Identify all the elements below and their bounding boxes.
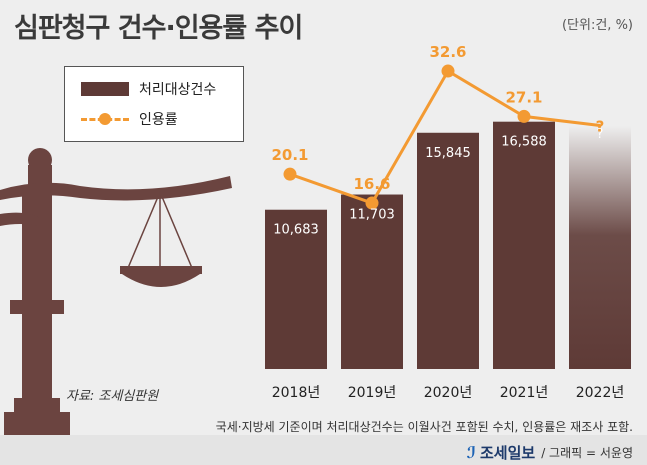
line-point [441, 64, 455, 78]
bar-2019년 [341, 194, 403, 369]
legend-item-bar: 처리대상건수 [81, 79, 216, 99]
bar-value-label: 11,703 [349, 208, 395, 223]
category-label: 2019년 [348, 385, 397, 401]
brand-logo-text: 조세일보 [480, 444, 536, 462]
line-value-label: 32.6 [429, 43, 466, 61]
line-value-label: 20.1 [271, 146, 308, 164]
footer-bar [0, 435, 647, 465]
bar-2020년 [417, 132, 479, 369]
line-value-label: ? [596, 118, 605, 136]
source-note: 자료: 조세심판원 [66, 389, 159, 404]
bar-value-label: 16,588 [501, 135, 547, 150]
bar-value-label: ? [597, 127, 604, 142]
line-value-label: 27.1 [505, 88, 542, 106]
legend-label-line: 인용률 [139, 112, 178, 128]
bar-value-label: 15,845 [425, 146, 471, 161]
bar-value-label: 10,683 [273, 223, 319, 238]
page-title: 심판청구 건수·인용률 추이 [14, 13, 303, 44]
credit: ℐ 조세일보 / 그래픽 = 서윤영 [466, 442, 633, 463]
line-point [517, 109, 531, 123]
bar-2021년 [493, 121, 555, 369]
unit-label: (단위:건, %) [561, 18, 633, 33]
scales-of-justice-icon [0, 148, 232, 440]
category-label: 2022년 [576, 385, 625, 401]
legend-swatch-line [81, 112, 129, 126]
category-label: 2021년 [500, 385, 549, 401]
legend-swatch-bar [81, 82, 129, 96]
line-point [283, 167, 297, 181]
bar-2018년 [265, 209, 327, 369]
legend: 처리대상건수 인용률 [64, 66, 244, 142]
bar-2022년 [569, 125, 631, 370]
brand-logo-icon: ℐ [466, 443, 476, 462]
line-value-label: 16.6 [353, 175, 390, 193]
line-point [365, 196, 379, 210]
category-label: 2018년 [272, 385, 321, 401]
category-label: 2020년 [424, 385, 473, 401]
legend-label-bar: 처리대상건수 [139, 82, 217, 98]
legend-item-line: 인용률 [81, 109, 178, 129]
graphic-credit: / 그래픽 = 서윤영 [541, 446, 633, 460]
footnote: 국세·지방세 기준이며 처리대상건수는 이월사건 포함된 수치, 인용률은 재조… [215, 420, 633, 434]
